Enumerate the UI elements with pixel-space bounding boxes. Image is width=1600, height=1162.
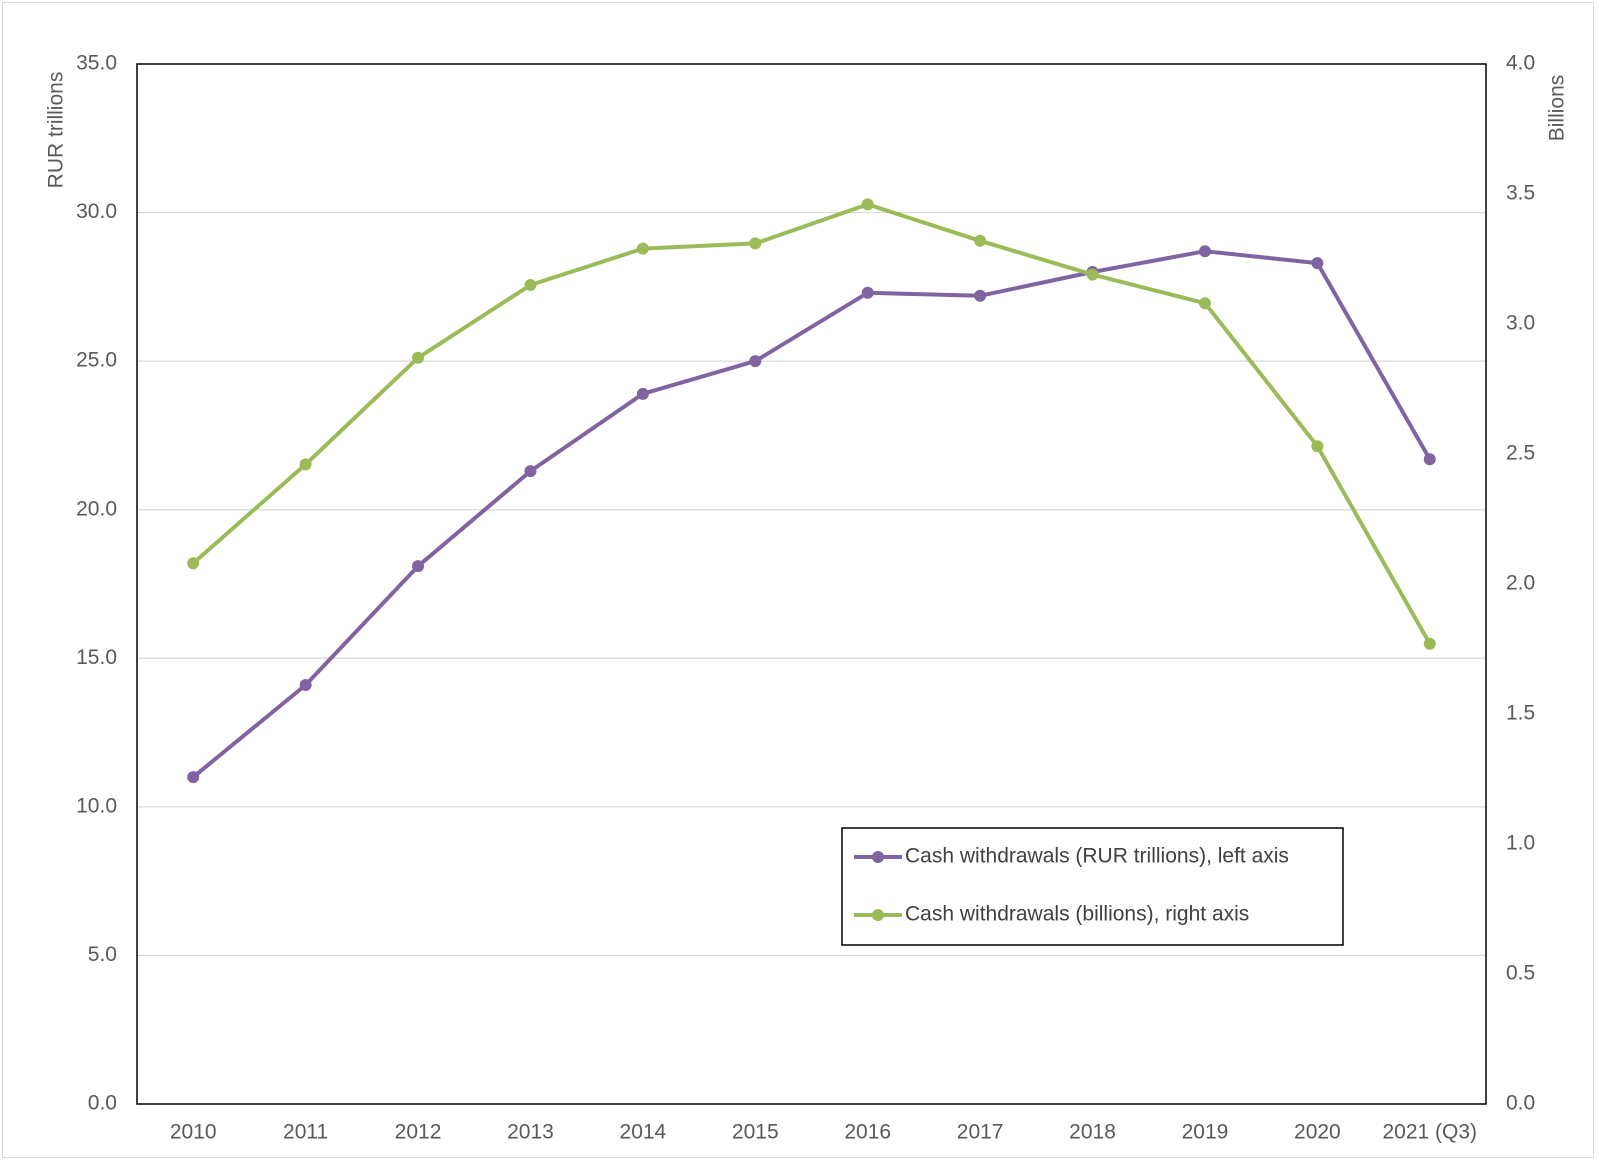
data-point	[1198, 297, 1211, 310]
data-point	[1311, 440, 1324, 453]
data-point	[299, 458, 312, 471]
x-tick-label: 2010	[170, 1121, 217, 1144]
legend: Cash withdrawals (RUR trillions), left a…	[841, 827, 1344, 946]
data-point	[524, 279, 537, 291]
data-point	[749, 355, 762, 368]
left-axis-title: RUR trillions	[45, 72, 68, 189]
series-1	[187, 198, 1436, 650]
right-tick-label: 3.0	[1506, 312, 1535, 335]
data-point	[1311, 257, 1324, 270]
data-point	[412, 560, 425, 573]
left-tick-label: 20.0	[76, 497, 117, 520]
right-tick-label: 1.5	[1506, 702, 1535, 725]
left-tick-label: 15.0	[76, 646, 117, 669]
data-point	[974, 234, 987, 247]
data-point	[524, 465, 537, 478]
x-tick-label: 2015	[732, 1121, 779, 1144]
x-tick-label: 2016	[844, 1121, 891, 1144]
left-tick-label: 0.0	[88, 1092, 117, 1115]
right-axis-title: Billions	[1546, 75, 1569, 142]
data-point	[1086, 268, 1099, 281]
x-tick-label: 2021 (Q3)	[1383, 1121, 1478, 1144]
data-point	[299, 679, 312, 692]
data-point	[1198, 245, 1211, 258]
series-layer	[187, 198, 1436, 784]
legend-swatch-marker-0	[872, 851, 884, 863]
data-point	[861, 198, 874, 211]
x-tick-label: 2020	[1294, 1121, 1341, 1144]
right-tick-label: 2.0	[1506, 572, 1535, 595]
left-tick-label: 35.0	[76, 52, 117, 75]
data-point	[412, 351, 425, 364]
data-point	[974, 289, 987, 302]
data-point	[1423, 637, 1436, 650]
right-tick-label: 4.0	[1506, 52, 1535, 75]
left-tick-label: 25.0	[76, 349, 117, 372]
x-tick-label: 2012	[395, 1121, 442, 1144]
plot-area	[136, 63, 1487, 1105]
data-point	[636, 387, 649, 400]
data-point	[187, 557, 200, 570]
legend-swatch-marker-1	[872, 909, 884, 921]
series-0	[187, 245, 1436, 784]
right-tick-label: 0.0	[1506, 1092, 1535, 1115]
left-axis-ticks: 0.0 5.0 10.0 15.0 20.0 25.0 30.0 35.0	[76, 52, 117, 1115]
data-point	[861, 286, 874, 299]
left-tick-label: 30.0	[76, 200, 117, 223]
legend-label-0: Cash withdrawals (RUR trillions), left a…	[905, 845, 1289, 868]
series-line-0	[191, 249, 1432, 779]
x-tick-label: 2011	[283, 1121, 328, 1144]
data-point	[1423, 453, 1436, 466]
right-axis-ticks: 0.0 0.5 1.0 1.5 2.0 2.5 3.0 3.5 4.0	[1506, 52, 1535, 1115]
x-tick-label: 2014	[620, 1121, 667, 1144]
legend-box	[841, 827, 1344, 946]
x-tick-label: 2018	[1069, 1121, 1116, 1144]
x-tick-label: 2013	[507, 1121, 554, 1144]
x-axis-ticks: 2010 2011 2012 2013 2014 2015 2016 2017 2018 2019…	[170, 1121, 1477, 1144]
series-line-1	[191, 202, 1432, 645]
gridlines	[137, 211, 1486, 957]
data-point	[749, 237, 762, 250]
data-point	[187, 771, 200, 784]
right-tick-label: 2.5	[1506, 442, 1535, 465]
data-point	[636, 242, 649, 255]
right-tick-label: 0.5	[1506, 962, 1535, 985]
right-tick-label: 3.5	[1506, 182, 1535, 205]
x-tick-label: 2019	[1182, 1121, 1229, 1144]
right-tick-label: 1.0	[1506, 832, 1535, 855]
left-tick-label: 5.0	[88, 943, 117, 966]
left-tick-label: 10.0	[76, 794, 117, 817]
legend-label-1: Cash withdrawals (billions), right axis	[905, 903, 1249, 926]
x-tick-label: 2017	[957, 1121, 1004, 1144]
